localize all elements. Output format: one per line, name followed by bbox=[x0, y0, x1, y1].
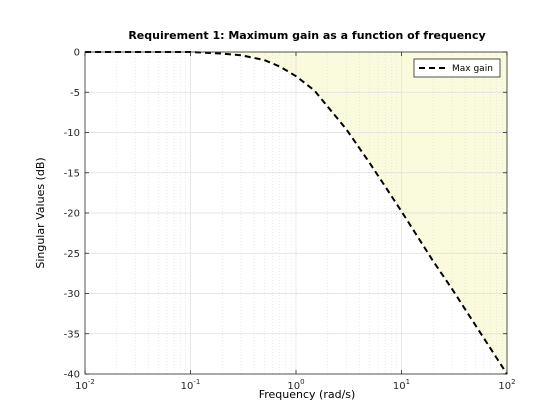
x-tick-label-base: 10 bbox=[287, 381, 300, 392]
x-tick-label-base: 10 bbox=[393, 381, 406, 392]
series-line-max-gain bbox=[85, 51, 508, 375]
chart-title: Requirement 1: Maximum gain as a functio… bbox=[128, 29, 485, 42]
y-tick-label: -20 bbox=[64, 209, 80, 220]
x-tick-label-exponent: 2 bbox=[511, 378, 515, 386]
y-tick-label: -35 bbox=[64, 329, 80, 340]
series-group bbox=[85, 51, 508, 375]
y-tick-label: -30 bbox=[64, 289, 80, 300]
x-tick-label-base: 10 bbox=[75, 381, 88, 392]
legend-box bbox=[413, 58, 501, 78]
legend-label-max-gain: Max gain bbox=[452, 64, 493, 74]
x-tick-label: 100 bbox=[287, 378, 304, 392]
y-tick-label: -25 bbox=[64, 249, 80, 260]
y-tick-label: -15 bbox=[64, 168, 80, 179]
x-tick-label-base: 10 bbox=[181, 381, 194, 392]
x-tick-label-exponent: -1 bbox=[193, 378, 200, 386]
x-axis-label: Frequency (rad/s) bbox=[259, 388, 356, 401]
x-tick-label: 10-1 bbox=[181, 378, 201, 392]
ticks-group: 10-2 10-1 100 101 1020-5-10-15-20-25-30-35-4… bbox=[64, 48, 516, 393]
y-axis-label: Singular Values (dB) bbox=[34, 157, 47, 268]
y-tick-label: -10 bbox=[64, 128, 80, 139]
grid-group bbox=[85, 52, 507, 374]
x-tick-label: 102 bbox=[498, 378, 515, 392]
x-tick-label-exponent: 0 bbox=[300, 378, 304, 386]
y-tick-label: -40 bbox=[64, 370, 80, 381]
y-tick-label: -5 bbox=[70, 88, 80, 99]
x-tick-label-exponent: -2 bbox=[88, 378, 95, 386]
y-tick-label: 0 bbox=[74, 48, 80, 59]
x-tick-label-base: 10 bbox=[498, 381, 511, 392]
x-tick-label: 10-2 bbox=[75, 378, 95, 392]
x-tick-label: 101 bbox=[393, 378, 410, 392]
legend: Max gain bbox=[413, 58, 501, 78]
x-tick-label-exponent: 1 bbox=[406, 378, 410, 386]
